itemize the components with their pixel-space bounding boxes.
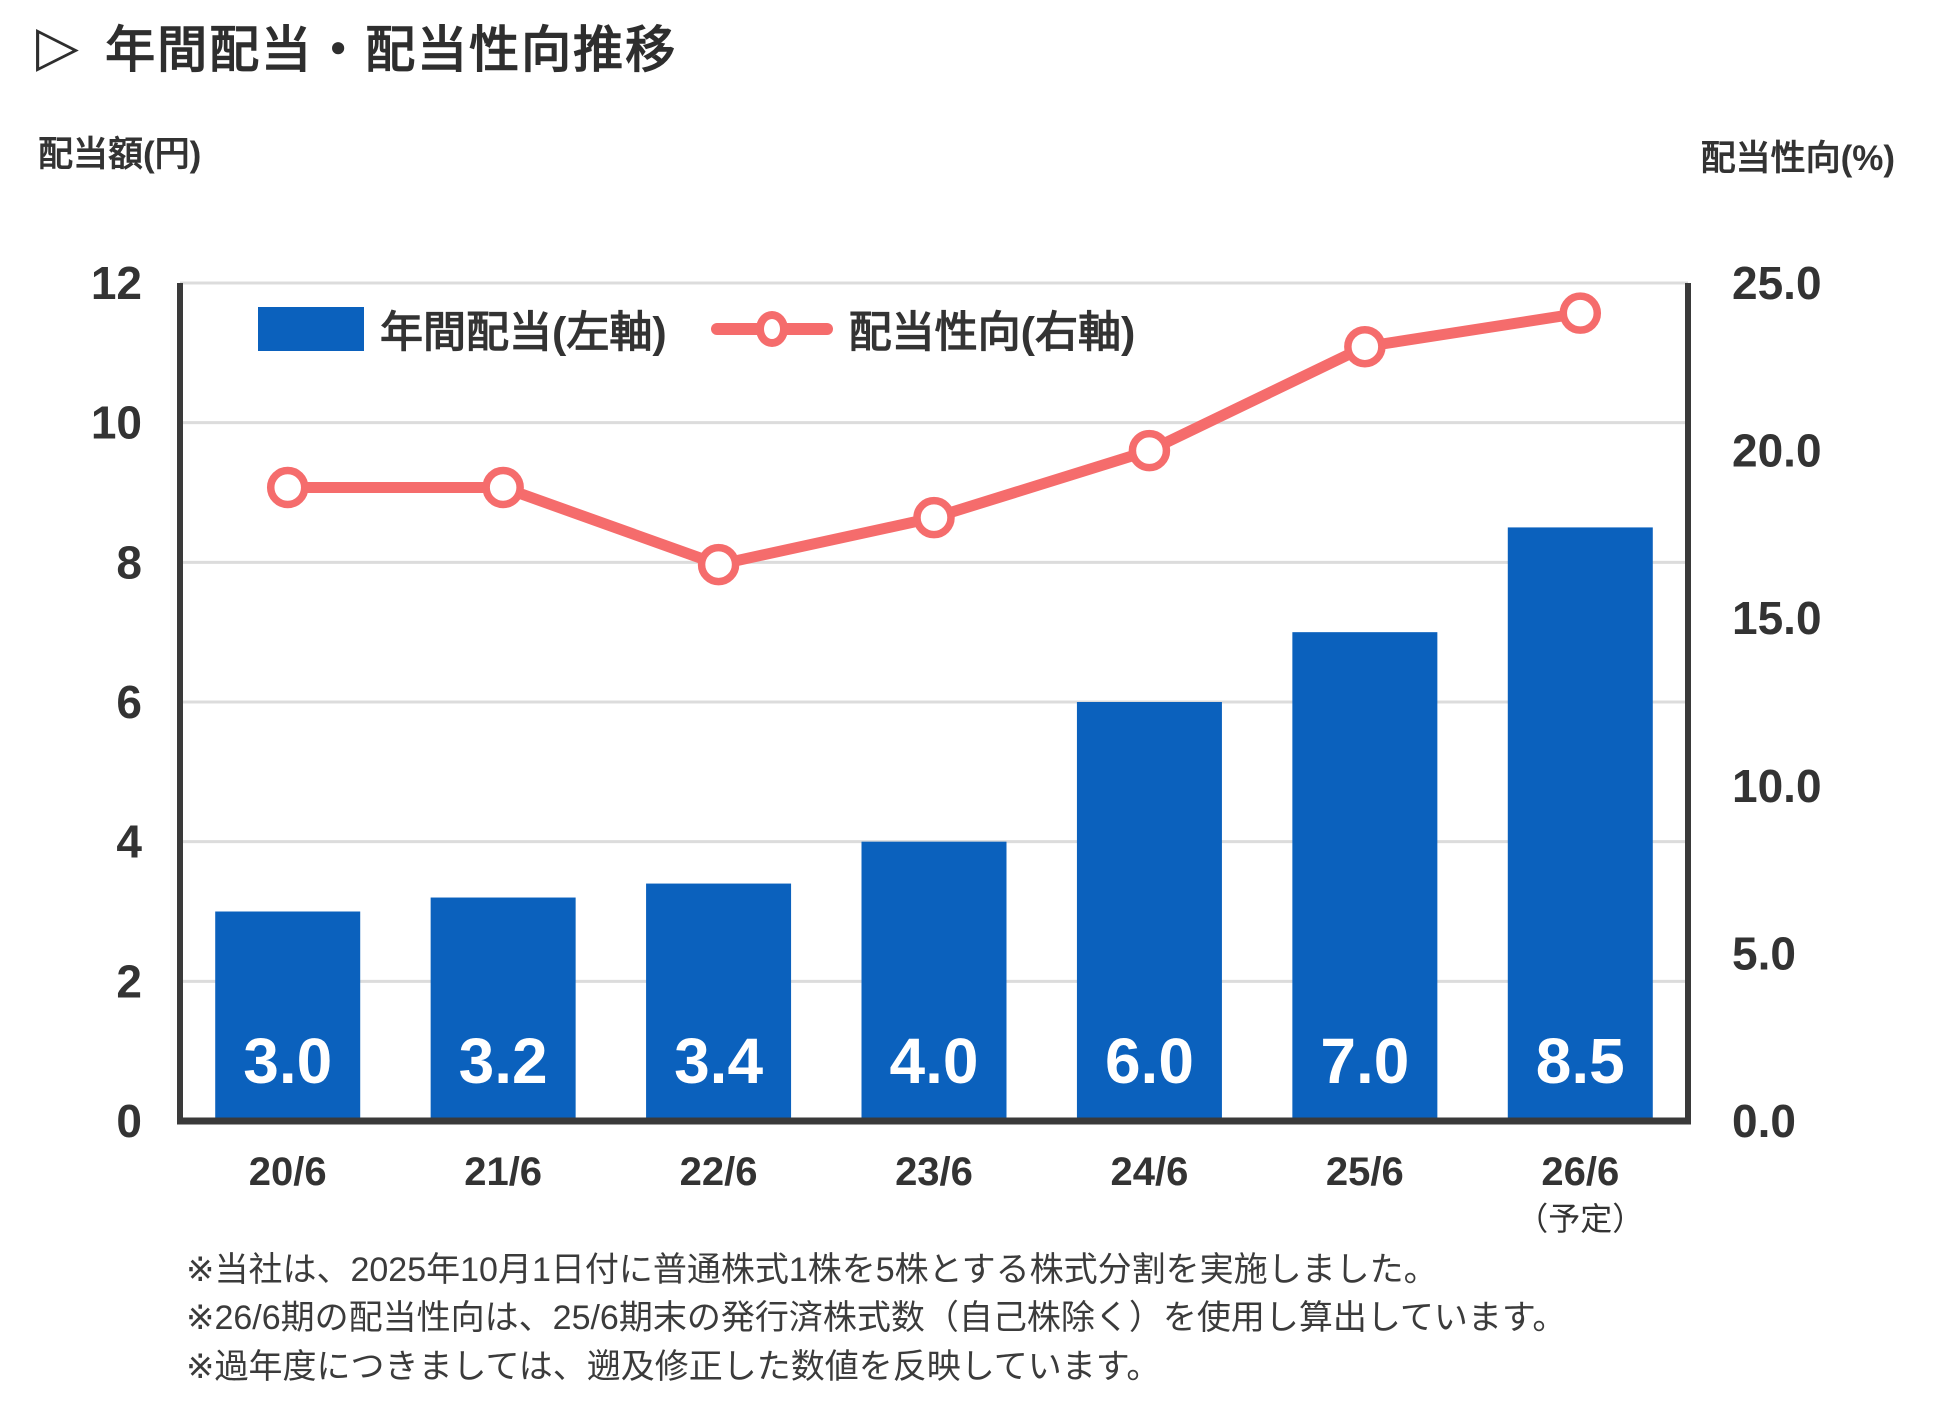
left-tick-label: 12 xyxy=(91,257,142,309)
left-tick-label: 8 xyxy=(116,536,142,588)
bar-24/6 xyxy=(1076,702,1222,1121)
left-tick-label: 2 xyxy=(116,955,142,1007)
line-marker-24/6 xyxy=(1128,429,1171,472)
legend-label-payout-ratio: 配当性向(右軸) xyxy=(848,309,1136,357)
x-tick-label: 22/6 xyxy=(680,1150,758,1194)
triangle-marker-icon: ▷ xyxy=(36,14,82,77)
bar-25/6 xyxy=(1292,632,1438,1121)
bar-value-label: 3.2 xyxy=(459,1025,548,1097)
right-tick-label: 10.0 xyxy=(1732,760,1822,812)
right-tick-label: 25.0 xyxy=(1732,257,1822,309)
legend-item-dividend: 年間配当(左軸) xyxy=(258,298,667,360)
footnote-line: ※当社は、2025年10月1日付に普通株式1株を5株とする株式分割を実施しました… xyxy=(186,1251,1438,1289)
line-swatch-icon xyxy=(710,311,833,347)
bar-value-label: 6.0 xyxy=(1105,1025,1194,1097)
right-tick-label: 15.0 xyxy=(1732,592,1822,644)
line-marker-25/6 xyxy=(1344,325,1386,368)
line-marker-20/6 xyxy=(266,466,309,509)
bar-value-label: 4.0 xyxy=(890,1025,979,1097)
left-tick-label: 4 xyxy=(116,816,142,868)
bar-value-label: 3.4 xyxy=(674,1025,763,1097)
x-tick-label: 23/6 xyxy=(895,1150,973,1194)
bar-swatch-icon xyxy=(258,307,364,351)
x-tick-label: 20/6 xyxy=(249,1150,327,1194)
chart-legend: 年間配当(左軸) 配当性向(右軸) xyxy=(258,298,1135,360)
bar-21/6 xyxy=(430,897,576,1121)
bar-22/6 xyxy=(646,883,792,1121)
bar-value-label: 7.0 xyxy=(1320,1025,1409,1097)
page-title-text: 年間配当・配当性向推移 xyxy=(105,22,678,78)
right-tick-label: 0.0 xyxy=(1732,1095,1796,1147)
footnote-line: ※26/6期の配当性向は、25/6期末の発行済株式数（自己株除く）を使用し算出し… xyxy=(186,1299,1567,1338)
footnotes: ※当社は、2025年10月1日付に普通株式1株を5株とする株式分割を実施しました… xyxy=(186,1246,1566,1391)
x-tick-label: 21/6 xyxy=(464,1150,542,1194)
footnote-line: ※過年度につきましては、遡及修正した数値を反映しています。 xyxy=(186,1347,1161,1386)
line-marker-23/6 xyxy=(913,496,955,539)
bar-20/6 xyxy=(215,911,361,1121)
line-marker-icon xyxy=(755,311,788,347)
page-title: ▷ 年間配当・配当性向推移 xyxy=(36,10,677,82)
right-tick-label: 20.0 xyxy=(1732,425,1822,477)
x-tick-label: 24/6 xyxy=(1110,1150,1188,1194)
left-tick-label: 10 xyxy=(91,397,142,449)
x-tick-label: 26/6 xyxy=(1541,1150,1619,1194)
line-marker-26/6 xyxy=(1559,292,1602,334)
x-tick-label: 25/6 xyxy=(1326,1150,1404,1194)
bar-value-label: 8.5 xyxy=(1536,1025,1625,1097)
right-tick-label: 5.0 xyxy=(1732,927,1796,979)
bar-26/6 xyxy=(1507,527,1653,1121)
x-tick-note: （予定） xyxy=(1516,1201,1644,1237)
legend-label-dividend: 年間配当(左軸) xyxy=(380,309,667,357)
left-axis-unit-label: 配当額(円) xyxy=(38,135,202,174)
line-marker-22/6 xyxy=(697,543,740,586)
bar-23/6 xyxy=(861,841,1007,1121)
bar-value-label: 3.0 xyxy=(243,1025,332,1097)
left-tick-label: 0 xyxy=(116,1095,142,1147)
line-marker-21/6 xyxy=(482,466,524,509)
right-axis-unit-label: 配当性向(%) xyxy=(1700,139,1895,178)
legend-item-payout-ratio: 配当性向(右軸) xyxy=(710,298,1136,360)
left-tick-label: 6 xyxy=(116,676,142,728)
